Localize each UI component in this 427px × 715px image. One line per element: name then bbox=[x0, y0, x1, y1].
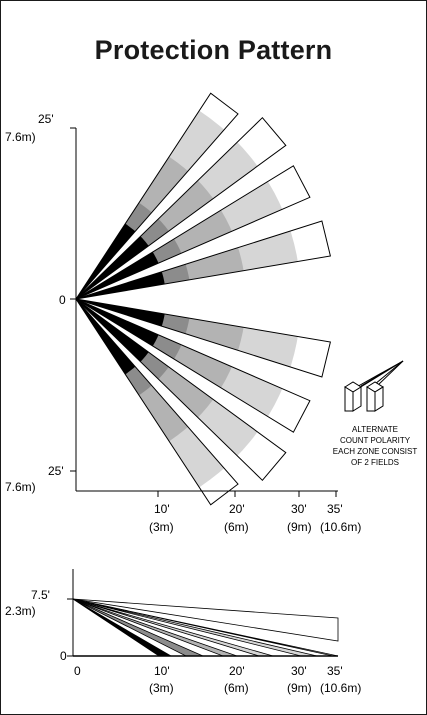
detection-beam bbox=[75, 92, 239, 300]
legend-line-1: ALTERNATE bbox=[352, 425, 398, 434]
y-label-bottom-feet: 25' bbox=[48, 464, 64, 478]
top-view-coverage-pattern: 25' 7.6m) 0 25' 7.6m) 10' (3m) 20' (6m) … bbox=[5, 92, 361, 534]
detection-beam bbox=[75, 298, 287, 482]
zone-shading bbox=[76, 93, 301, 505]
legend-line-4: OF 2 FIELDS bbox=[351, 458, 399, 467]
y-label-bottom-meters: 7.6m) bbox=[5, 480, 36, 494]
dual-field-zone-icon bbox=[344, 360, 404, 412]
legend-line-2: COUNT POLARITY bbox=[340, 436, 411, 445]
polarity-legend: ALTERNATE COUNT POLARITY EACH ZONE CONSI… bbox=[333, 360, 418, 467]
detection-beam bbox=[75, 165, 311, 300]
side-beams bbox=[72, 598, 339, 657]
side-y-label-top-feet: 7.5' bbox=[31, 588, 50, 602]
detection-beam bbox=[75, 298, 311, 433]
side-x-label-30-feet: 30' bbox=[291, 664, 307, 678]
detection-beam bbox=[75, 298, 332, 378]
side-x-label-10-feet: 10' bbox=[154, 664, 170, 678]
page-title: Protection Pattern bbox=[94, 35, 333, 65]
detection-beam bbox=[75, 298, 239, 506]
y-label-center: 0 bbox=[59, 293, 66, 307]
side-x-label-0: 0 bbox=[74, 664, 81, 678]
x-label-20-meters: (6m) bbox=[224, 520, 249, 534]
side-y-label-top-meters: 2.3m) bbox=[5, 604, 36, 618]
side-long-range-beam bbox=[72, 598, 339, 642]
side-x-label-10-meters: (3m) bbox=[149, 681, 174, 695]
beam-outlines bbox=[75, 92, 332, 506]
legend-line-3: EACH ZONE CONSIST bbox=[333, 447, 418, 456]
x-label-10-meters: (3m) bbox=[149, 520, 174, 534]
side-x-label-35-meters: (10.6m) bbox=[320, 681, 361, 695]
y-label-top-meters: 7.6m) bbox=[5, 130, 36, 144]
x-label-30-feet: 30' bbox=[291, 502, 307, 516]
side-x-label-20-meters: (6m) bbox=[224, 681, 249, 695]
x-label-30-meters: (9m) bbox=[287, 520, 312, 534]
x-label-35-meters: (10.6m) bbox=[320, 520, 361, 534]
side-x-label-20-feet: 20' bbox=[229, 664, 245, 678]
side-x-label-30-meters: (9m) bbox=[287, 681, 312, 695]
side-x-label-35-feet: 35' bbox=[327, 664, 343, 678]
detection-beam bbox=[75, 116, 287, 300]
detection-beam bbox=[75, 220, 332, 300]
x-label-35-feet: 35' bbox=[327, 502, 343, 516]
y-label-top-feet: 25' bbox=[38, 112, 54, 126]
x-label-20-feet: 20' bbox=[229, 502, 245, 516]
x-label-10-feet: 10' bbox=[154, 502, 170, 516]
zone-range-band bbox=[76, 93, 301, 505]
side-view-coverage-pattern: 7.5' 2.3m) 0 0 10' (3m) 20' (6m) 30' (9m… bbox=[5, 569, 361, 695]
side-y-label-zero: 0 bbox=[60, 649, 67, 663]
